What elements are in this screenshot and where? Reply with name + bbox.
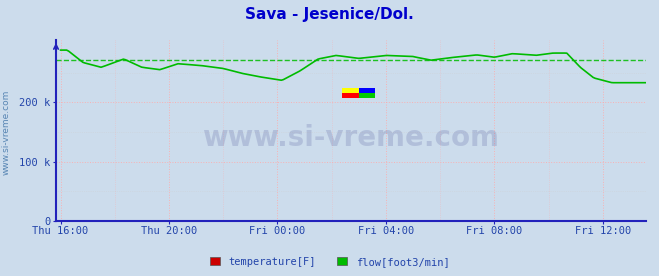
Bar	[342, 93, 358, 98]
Bar	[358, 88, 375, 93]
Text: Sava - Jesenice/Dol.: Sava - Jesenice/Dol.	[245, 7, 414, 22]
Bar	[358, 93, 375, 98]
Bar	[342, 88, 358, 93]
Text: www.si-vreme.com: www.si-vreme.com	[202, 124, 500, 152]
Text: www.si-vreme.com: www.si-vreme.com	[2, 90, 11, 175]
Legend: temperature[F], flow[foot3/min]: temperature[F], flow[foot3/min]	[206, 253, 453, 271]
